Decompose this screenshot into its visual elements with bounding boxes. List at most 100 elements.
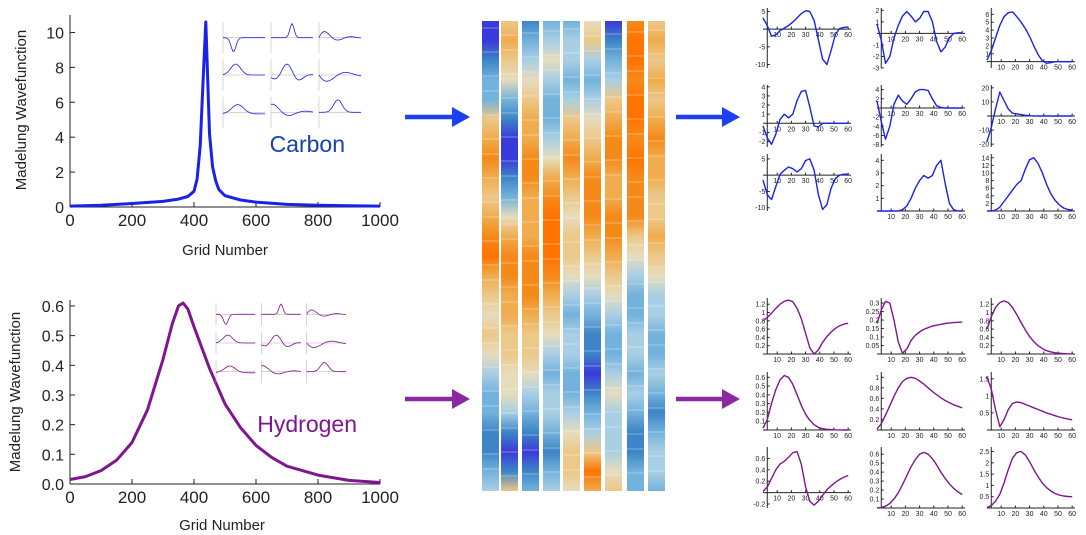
heatmap-band [605, 135, 622, 137]
heatmap-band [648, 155, 665, 157]
heatmap-band [563, 202, 580, 204]
heatmap-band [482, 342, 499, 344]
y-tick-label: 12 [981, 163, 989, 170]
heatmap-band [605, 96, 622, 98]
y-tick-label: -3 [873, 66, 879, 73]
heatmap-band [584, 239, 601, 241]
carbon-main-chart: 0 200 400 600 800 1000 0 2 4 6 8 10 Grid Number Madel… [13, 15, 399, 259]
x-tick-label: 30 [802, 433, 810, 440]
hydrogen-arrow-out [676, 389, 740, 409]
y-tick-label: -2 [759, 139, 765, 146]
heatmap-band [605, 387, 622, 389]
heatmap-strip [522, 21, 539, 491]
heatmap-band [563, 343, 580, 345]
small-chart-14: 10 20 30 40 50 60 1 0.8 0.6 0.4 0.2 [870, 372, 966, 440]
heatmap-band [627, 322, 644, 324]
x-tick-label: 400 [180, 211, 208, 230]
heatmap-band [627, 220, 644, 222]
heatmap-band [522, 347, 539, 349]
y-tick-label: 10 [46, 25, 64, 42]
heatmap-band [563, 241, 580, 243]
x-tick-label: 40 [930, 36, 938, 43]
series-line [762, 89, 849, 145]
heatmap-band [563, 367, 580, 369]
heatmap-band [563, 454, 580, 456]
x-tick-label: 50 [1054, 119, 1062, 126]
x-tick-label: 40 [816, 433, 824, 440]
heatmap-column [627, 21, 644, 491]
heatmap-strip [584, 21, 601, 491]
x-tick-label: 10 [997, 214, 1005, 221]
y-tick-label: 1 [985, 51, 989, 58]
heatmap-band [627, 55, 644, 57]
heatmap-band [482, 27, 499, 29]
y-tick-label: 5 [761, 9, 765, 16]
heatmap-band [563, 91, 580, 93]
inset-curve [318, 31, 362, 41]
y-tick-label: -0.2 [753, 502, 765, 509]
heatmap-band [584, 200, 601, 202]
y-tick-label: 1 [761, 310, 765, 317]
series-line [762, 10, 849, 66]
x-tick-label: 30 [1026, 357, 1034, 364]
x-tick-label: 40 [816, 32, 824, 39]
y-tick-label: 2 [875, 8, 879, 15]
heatmap-band [522, 182, 539, 184]
heatmap-band [482, 405, 499, 407]
heatmap-band [627, 157, 644, 159]
small-chart-7: 10 20 30 40 50 605-5-10 [755, 154, 852, 212]
hydrogen-arrow-in [405, 389, 470, 409]
heatmap-band [584, 452, 601, 454]
small-chart-1: 10 20 30 40 50 60 5 -5 -10 [755, 8, 852, 69]
x-tick-label: 10 [997, 119, 1005, 126]
x-tick-label: 30 [916, 433, 924, 440]
x-tick-label: 50 [830, 357, 838, 364]
y-tick-label: 14 [981, 155, 989, 162]
y-tick-label: 0.1 [42, 447, 64, 464]
x-tick-label: 20 [901, 511, 909, 518]
x-tick-label: 20 [1011, 214, 1019, 221]
x-tick-label: 60 [1068, 214, 1076, 221]
heatmap-band [627, 94, 644, 96]
x-tick-label: 60 [844, 32, 852, 39]
heatmap-column [563, 21, 580, 491]
x-tick-label: 0 [65, 488, 74, 507]
heatmap-band [648, 218, 665, 220]
heatmap-band [482, 75, 499, 77]
heatmap-band [584, 137, 601, 139]
series-line [876, 451, 963, 509]
y-tick-label: 1 [761, 112, 765, 119]
y-tick-label: -5 [759, 189, 765, 196]
y-tick-label: 0.1 [870, 335, 880, 342]
y-tick-label: -1 [873, 42, 879, 49]
heatmap-band [648, 368, 665, 370]
heatmap-band [648, 305, 665, 307]
heatmap-band [648, 431, 665, 433]
x-tick-label: 20 [901, 214, 909, 221]
heatmap-band [563, 139, 580, 141]
y-tick-label: 0.8 [756, 318, 766, 325]
y-tick-label: 2 [875, 96, 879, 103]
y-tick-label: 0.15 [866, 326, 880, 333]
x-tick-label: 10 [773, 433, 781, 440]
x-tick-label: 20 [787, 496, 795, 503]
heatmap-band [648, 407, 665, 409]
y-tick-label: 0.4 [756, 335, 766, 342]
heatmap-band [584, 35, 601, 37]
heatmap-band [543, 447, 560, 449]
heatmap-column [648, 21, 665, 491]
y-tick-label: 0 [55, 200, 64, 217]
heatmap-band [563, 178, 580, 180]
heatmap-band [627, 259, 644, 261]
heatmap-band [522, 71, 539, 73]
heatmap-band [522, 95, 539, 97]
x-tick-label: 30 [916, 214, 924, 221]
heatmap-band [605, 324, 622, 326]
x-tick-label: 40 [816, 357, 824, 364]
x-tick-label: 60 [958, 357, 966, 364]
x-tick-label: 30 [1026, 511, 1034, 518]
x-tick-label: 50 [944, 433, 952, 440]
heatmap-band [605, 237, 622, 239]
heatmap-column [543, 21, 560, 491]
y-tick-label: 0.3 [870, 479, 880, 486]
